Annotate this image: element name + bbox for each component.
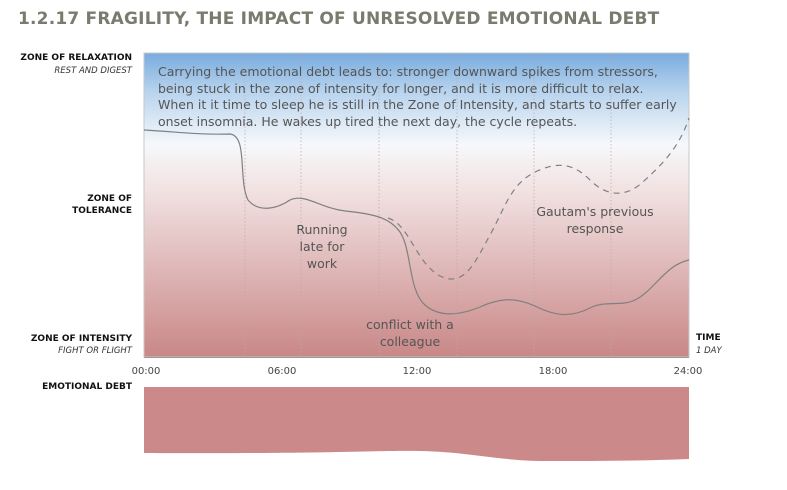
emotional-debt-band (144, 387, 689, 461)
annotation-line: colleague (379, 334, 441, 349)
zone-tolerance-label-2: TOLERANCE (72, 206, 132, 216)
emotional-debt-label: EMOTIONAL DEBT (42, 382, 132, 392)
x-tick: 18:00 (538, 366, 568, 377)
annotation-line: Gautam's previous (536, 204, 654, 219)
description-text: Carrying the emotional debt leads to: st… (158, 64, 677, 129)
annotation-conflict: conflict with a colleague (350, 316, 470, 350)
annotation-line: response (566, 221, 624, 236)
zone-intensity-sub: FIGHT OR FLIGHT (58, 346, 132, 356)
annotation-line: Running (296, 222, 348, 237)
annotation-previous-response: Gautam's previous response (525, 203, 665, 237)
x-tick: 24:00 (673, 366, 703, 377)
x-axis-sub: 1 DAY (696, 346, 722, 356)
zone-relaxation-sub: REST AND DIGEST (54, 66, 132, 76)
zone-intensity-label: ZONE OF INTENSITY (30, 334, 132, 344)
hour-gridlines (244, 53, 612, 357)
x-tick: 12:00 (402, 366, 432, 377)
zone-tolerance-label-1: ZONE OF (87, 194, 132, 204)
zone-relaxation-label: ZONE OF RELAXATION (20, 53, 132, 63)
previous-response-curve (387, 117, 690, 280)
x-tick: 00:00 (131, 366, 161, 377)
current-response-curve (143, 129, 690, 316)
annotation-line: work (306, 256, 338, 271)
zone-background (143, 52, 690, 358)
annotation-line: conflict with a (366, 317, 454, 332)
annotation-running-late: Running late for work (282, 221, 362, 272)
annotation-line: late for (299, 239, 345, 254)
x-axis-label: TIME (696, 333, 721, 343)
page-title: 1.2.17 FRAGILITY, THE IMPACT OF UNRESOLV… (18, 9, 660, 29)
x-tick: 06:00 (267, 366, 297, 377)
